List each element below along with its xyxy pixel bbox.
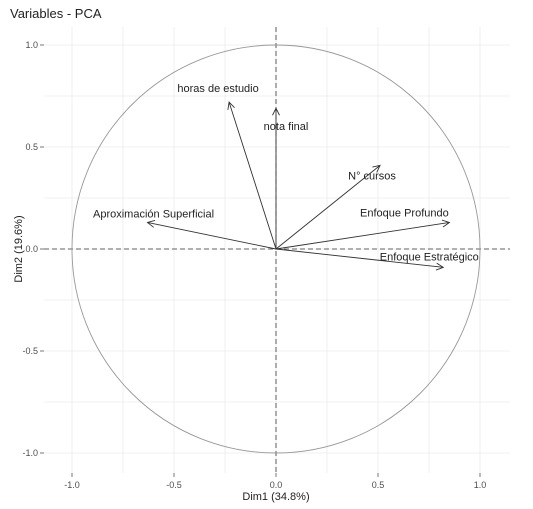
variable-label: nota final (264, 121, 309, 133)
grid (44, 27, 510, 473)
variable-label: Enfoque Profundo (360, 207, 449, 219)
chart-title: Variables - PCA (10, 6, 102, 21)
x-tick-label: 1.0 (474, 480, 487, 490)
unit-circle-group (71, 44, 481, 454)
variable-arrow (275, 219, 451, 250)
x-tick-label: 0.5 (372, 480, 385, 490)
variable-arrow (275, 248, 445, 271)
variable-arrow (146, 220, 277, 250)
variable-label: Aproximación Superficial (93, 208, 214, 220)
x-tick-label: 0.0 (270, 480, 283, 490)
y-tick-label: -0.5 (22, 346, 38, 356)
zero-lines (44, 27, 510, 473)
variable-arrow (227, 101, 277, 250)
y-axis-ticks: -1.0 -0.5 0.0 0.5 1.0 (22, 40, 44, 458)
variable-label: Enfoque Estratégico (380, 251, 479, 263)
variable-labels: horas de estudio nota final N° cursos Aprox… (93, 83, 479, 263)
x-tick-label: -0.5 (166, 480, 182, 490)
y-tick-label: -1.0 (22, 448, 38, 458)
y-tick-label: 0.0 (25, 244, 38, 254)
variable-label: N° cursos (348, 170, 396, 182)
y-tick-label: 0.5 (25, 142, 38, 152)
y-axis-title: Dim2 (19.6%) (13, 215, 25, 282)
variable-arrow (275, 164, 381, 250)
unit-circle (71, 44, 481, 454)
y-tick-label: 1.0 (25, 40, 38, 50)
x-axis-ticks: -1.0 -0.5 0.0 0.5 1.0 (64, 473, 486, 490)
x-axis-title: Dim1 (34.8%) (242, 491, 309, 503)
x-tick-label: -1.0 (64, 480, 80, 490)
variable-label: horas de estudio (177, 83, 258, 95)
variable-arrow (272, 107, 280, 249)
variable-arrows (146, 101, 451, 271)
